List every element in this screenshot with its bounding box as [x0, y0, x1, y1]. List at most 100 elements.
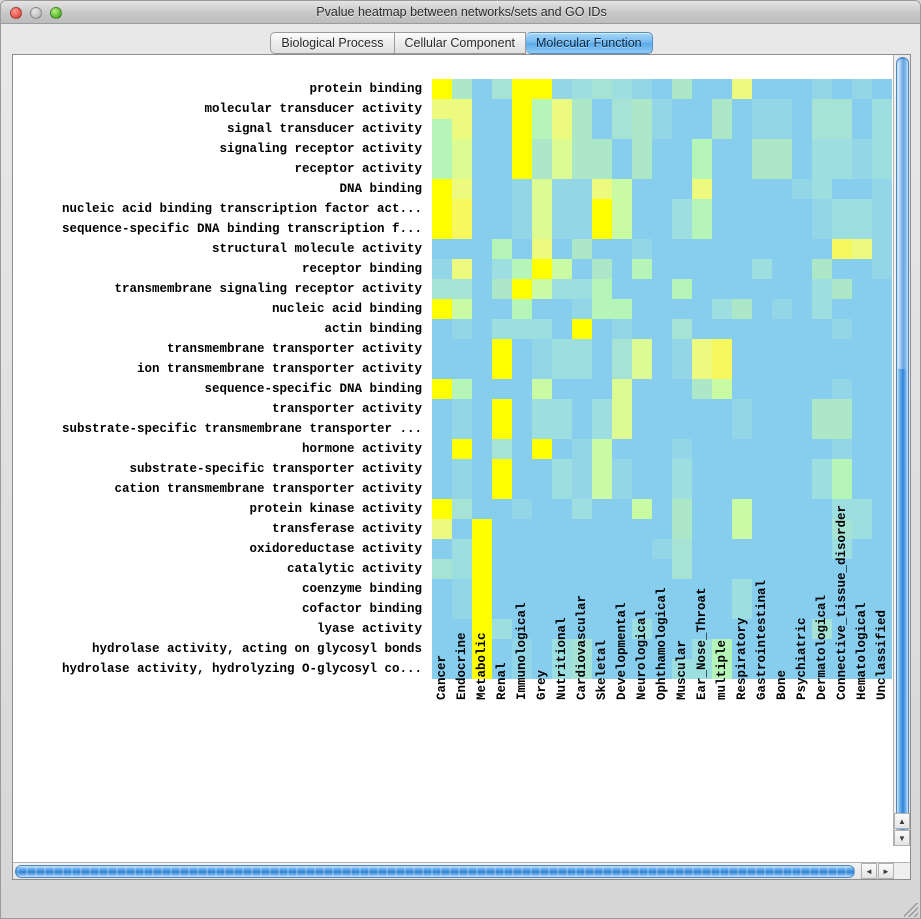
heatmap-cell[interactable]	[852, 279, 872, 299]
heatmap-cell[interactable]	[692, 299, 712, 319]
heatmap-cell[interactable]	[592, 559, 612, 579]
heatmap-cell[interactable]	[492, 279, 512, 299]
heatmap-cell[interactable]	[832, 419, 852, 439]
heatmap-cell[interactable]	[852, 339, 872, 359]
heatmap-cell[interactable]	[852, 379, 872, 399]
heatmap-cell[interactable]	[572, 339, 592, 359]
heatmap-cell[interactable]	[712, 579, 732, 599]
heatmap-cell[interactable]	[692, 659, 712, 679]
heatmap-cell[interactable]	[752, 159, 772, 179]
heatmap-cell[interactable]	[552, 299, 572, 319]
heatmap-cell[interactable]	[832, 499, 852, 519]
heatmap-cell[interactable]	[832, 319, 852, 339]
heatmap-cell[interactable]	[832, 259, 852, 279]
heatmap-cell[interactable]	[592, 199, 612, 219]
heatmap-cell[interactable]	[492, 579, 512, 599]
heatmap-cell[interactable]	[872, 639, 892, 659]
heatmap-cell[interactable]	[632, 619, 652, 639]
heatmap-cell[interactable]	[492, 539, 512, 559]
heatmap-cell[interactable]	[872, 319, 892, 339]
heatmap-cell[interactable]	[772, 259, 792, 279]
heatmap-cell[interactable]	[672, 399, 692, 419]
heatmap-cell[interactable]	[732, 399, 752, 419]
heatmap-cell[interactable]	[832, 559, 852, 579]
heatmap-cell[interactable]	[472, 539, 492, 559]
heatmap-cell[interactable]	[592, 239, 612, 259]
heatmap-cell[interactable]	[772, 459, 792, 479]
heatmap-cell[interactable]	[452, 99, 472, 119]
heatmap-cell[interactable]	[852, 539, 872, 559]
heatmap-cell[interactable]	[612, 99, 632, 119]
heatmap-cell[interactable]	[452, 219, 472, 239]
heatmap-cell[interactable]	[772, 539, 792, 559]
heatmap-cell[interactable]	[652, 539, 672, 559]
heatmap-cell[interactable]	[452, 279, 472, 299]
heatmap-cell[interactable]	[792, 579, 812, 599]
heatmap-cell[interactable]	[432, 559, 452, 579]
heatmap-cell[interactable]	[712, 279, 732, 299]
heatmap-cell[interactable]	[552, 279, 572, 299]
heatmap-cell[interactable]	[452, 379, 472, 399]
heatmap-cell[interactable]	[672, 79, 692, 99]
heatmap-cell[interactable]	[832, 519, 852, 539]
heatmap-cell[interactable]	[872, 259, 892, 279]
heatmap-cell[interactable]	[512, 479, 532, 499]
heatmap-cell[interactable]	[732, 279, 752, 299]
heatmap-cell[interactable]	[852, 359, 872, 379]
heatmap-cell[interactable]	[752, 539, 772, 559]
heatmap-cell[interactable]	[512, 119, 532, 139]
heatmap-cell[interactable]	[812, 579, 832, 599]
heatmap-cell[interactable]	[612, 539, 632, 559]
heatmap-cell[interactable]	[792, 219, 812, 239]
heatmap-cell[interactable]	[772, 239, 792, 259]
heatmap-cell[interactable]	[432, 219, 452, 239]
heatmap-cell[interactable]	[472, 419, 492, 439]
heatmap-cell[interactable]	[792, 119, 812, 139]
heatmap-cell[interactable]	[692, 419, 712, 439]
heatmap-cell[interactable]	[432, 379, 452, 399]
heatmap-cell[interactable]	[692, 279, 712, 299]
heatmap-cell[interactable]	[732, 159, 752, 179]
heatmap-cell[interactable]	[812, 359, 832, 379]
heatmap-cell[interactable]	[432, 639, 452, 659]
heatmap-cell[interactable]	[792, 639, 812, 659]
heatmap-cell[interactable]	[672, 139, 692, 159]
heatmap-cell[interactable]	[512, 379, 532, 399]
heatmap-cell[interactable]	[492, 159, 512, 179]
heatmap-cell[interactable]	[832, 139, 852, 159]
heatmap-cell[interactable]	[512, 319, 532, 339]
heatmap-cell[interactable]	[432, 239, 452, 259]
heatmap-cell[interactable]	[852, 479, 872, 499]
heatmap-cell[interactable]	[452, 359, 472, 379]
heatmap-cell[interactable]	[472, 299, 492, 319]
heatmap-cell[interactable]	[592, 639, 612, 659]
heatmap-cell[interactable]	[852, 559, 872, 579]
heatmap-cell[interactable]	[692, 619, 712, 639]
heatmap-cell[interactable]	[672, 219, 692, 239]
heatmap-cell[interactable]	[852, 139, 872, 159]
heatmap-cell[interactable]	[792, 239, 812, 259]
heatmap-cell[interactable]	[652, 239, 672, 259]
heatmap-cell[interactable]	[612, 139, 632, 159]
heatmap-cell[interactable]	[572, 79, 592, 99]
heatmap-cell[interactable]	[692, 639, 712, 659]
heatmap-cell[interactable]	[732, 459, 752, 479]
heatmap-cell[interactable]	[532, 499, 552, 519]
heatmap-cell[interactable]	[632, 599, 652, 619]
heatmap-cell[interactable]	[812, 559, 832, 579]
heatmap-cell[interactable]	[452, 619, 472, 639]
heatmap-cell[interactable]	[632, 479, 652, 499]
heatmap-cell[interactable]	[432, 459, 452, 479]
heatmap-cell[interactable]	[552, 319, 572, 339]
heatmap-cell[interactable]	[592, 499, 612, 519]
heatmap-cell[interactable]	[812, 439, 832, 459]
heatmap-cell[interactable]	[812, 259, 832, 279]
heatmap-cell[interactable]	[732, 299, 752, 319]
heatmap-cell[interactable]	[852, 419, 872, 439]
heatmap-cell[interactable]	[752, 299, 772, 319]
heatmap-cell[interactable]	[592, 119, 612, 139]
heatmap-cell[interactable]	[732, 79, 752, 99]
heatmap-cell[interactable]	[812, 599, 832, 619]
heatmap-cell[interactable]	[752, 359, 772, 379]
heatmap-cell[interactable]	[712, 239, 732, 259]
